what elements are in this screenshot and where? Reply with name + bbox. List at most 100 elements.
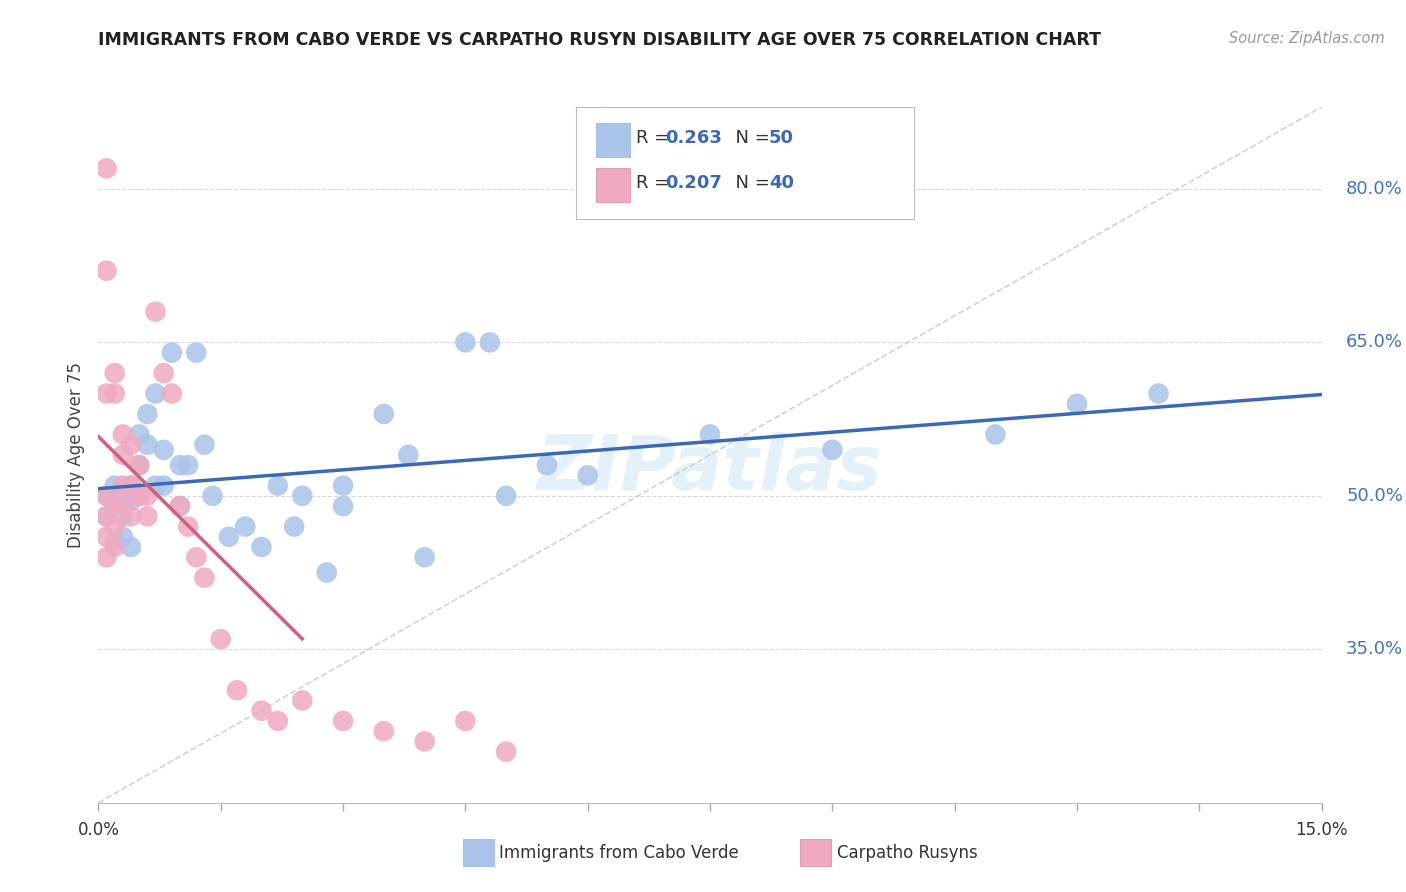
Y-axis label: Disability Age Over 75: Disability Age Over 75 — [67, 362, 86, 548]
Point — [169, 499, 191, 513]
Point — [120, 540, 142, 554]
Text: 35.0%: 35.0% — [1346, 640, 1403, 658]
Point — [104, 366, 127, 380]
Point — [111, 499, 134, 513]
Point — [160, 386, 183, 401]
Point — [821, 442, 844, 457]
Point — [984, 427, 1007, 442]
Point — [576, 468, 599, 483]
Point — [186, 345, 208, 359]
Point — [152, 366, 174, 380]
Point — [96, 489, 118, 503]
Point — [250, 704, 273, 718]
Text: 65.0%: 65.0% — [1346, 334, 1403, 351]
Point — [169, 458, 191, 472]
Text: 0.263: 0.263 — [665, 129, 721, 147]
Point — [226, 683, 249, 698]
Text: Source: ZipAtlas.com: Source: ZipAtlas.com — [1229, 31, 1385, 46]
Text: 15.0%: 15.0% — [1295, 822, 1348, 839]
Point — [96, 509, 118, 524]
Point — [193, 571, 215, 585]
Point — [218, 530, 240, 544]
Text: IMMIGRANTS FROM CABO VERDE VS CARPATHO RUSYN DISABILITY AGE OVER 75 CORRELATION : IMMIGRANTS FROM CABO VERDE VS CARPATHO R… — [98, 31, 1101, 49]
Point — [267, 714, 290, 728]
Point — [111, 448, 134, 462]
Point — [111, 478, 134, 492]
Point — [160, 345, 183, 359]
Point — [186, 550, 208, 565]
Text: 50.0%: 50.0% — [1346, 487, 1403, 505]
Point — [169, 499, 191, 513]
Point — [111, 509, 134, 524]
Point — [111, 489, 134, 503]
Point — [128, 458, 150, 472]
Point — [201, 489, 224, 503]
Point — [373, 407, 395, 421]
Point — [96, 161, 118, 176]
Point — [495, 745, 517, 759]
Point — [96, 550, 118, 565]
Point — [104, 499, 127, 513]
Point — [145, 386, 167, 401]
Text: 50: 50 — [769, 129, 794, 147]
Point — [96, 530, 118, 544]
Point — [291, 693, 314, 707]
Point — [209, 632, 232, 646]
Point — [145, 478, 167, 492]
Point — [136, 509, 159, 524]
Point — [396, 448, 419, 462]
Point — [136, 438, 159, 452]
Point — [128, 489, 150, 503]
Text: 40: 40 — [769, 174, 794, 192]
Point — [283, 519, 305, 533]
Text: R =: R = — [636, 174, 675, 192]
Point — [413, 734, 436, 748]
Point — [1147, 386, 1170, 401]
Point — [332, 714, 354, 728]
Point — [128, 489, 150, 503]
Point — [177, 458, 200, 472]
Point — [177, 519, 200, 533]
Point — [120, 509, 142, 524]
Point — [136, 489, 159, 503]
Point — [120, 478, 142, 492]
Point — [120, 494, 142, 508]
Point — [128, 427, 150, 442]
Point — [120, 478, 142, 492]
Point — [104, 534, 127, 549]
Point — [128, 458, 150, 472]
Point — [454, 335, 477, 350]
Point — [104, 386, 127, 401]
Point — [1066, 397, 1088, 411]
Point — [291, 489, 314, 503]
Text: 0.207: 0.207 — [665, 174, 721, 192]
Point — [96, 489, 118, 503]
Point — [96, 264, 118, 278]
Point — [111, 530, 134, 544]
Point — [332, 499, 354, 513]
Text: 80.0%: 80.0% — [1346, 180, 1403, 198]
Point — [699, 427, 721, 442]
Point — [145, 304, 167, 318]
Point — [536, 458, 558, 472]
Point — [233, 519, 256, 533]
Point — [111, 499, 134, 513]
Point — [111, 427, 134, 442]
Point — [96, 509, 118, 524]
Text: R =: R = — [636, 129, 675, 147]
Point — [104, 519, 127, 533]
Point — [478, 335, 501, 350]
Text: N =: N = — [724, 129, 776, 147]
Point — [315, 566, 337, 580]
Point — [332, 478, 354, 492]
Text: Immigrants from Cabo Verde: Immigrants from Cabo Verde — [499, 844, 740, 862]
Point — [413, 550, 436, 565]
Point — [136, 407, 159, 421]
Text: ZIPatlas: ZIPatlas — [537, 432, 883, 506]
Text: Carpatho Rusyns: Carpatho Rusyns — [837, 844, 977, 862]
Point — [104, 478, 127, 492]
Point — [96, 386, 118, 401]
Point — [373, 724, 395, 739]
Point — [152, 442, 174, 457]
Point — [120, 438, 142, 452]
